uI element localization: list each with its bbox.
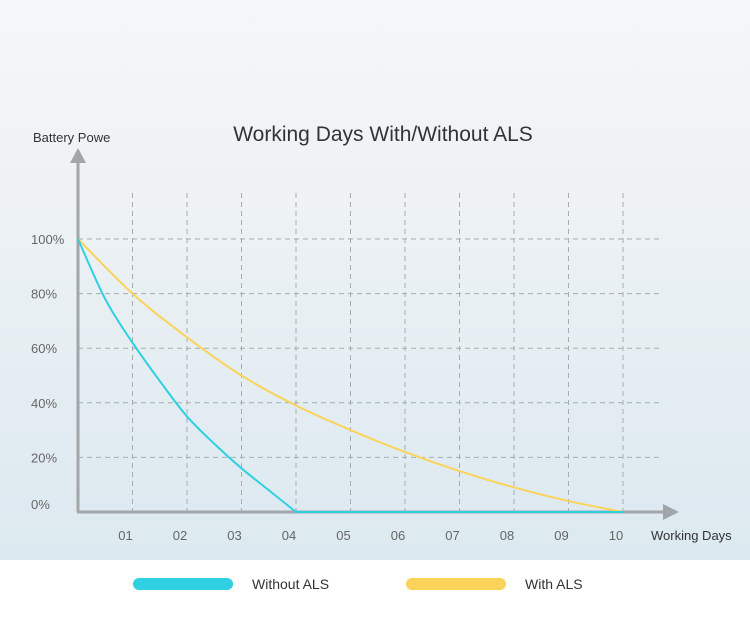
x-tick-label: 05 — [336, 528, 350, 543]
y-tick-label: 0% — [31, 497, 50, 512]
x-tick-label: 09 — [554, 528, 568, 543]
y-tick-label: 60% — [31, 341, 57, 356]
x-axis-arrow — [663, 504, 679, 520]
x-tick-label: 04 — [282, 528, 296, 543]
y-tick-label: 40% — [31, 396, 57, 411]
chart-background — [0, 0, 750, 560]
legend-swatch-without-als — [133, 578, 233, 590]
x-axis-title: Working Days — [651, 528, 732, 543]
x-tick-label: 07 — [445, 528, 459, 543]
chart-title: Working Days With/Without ALS — [233, 123, 533, 146]
legend-label-without-als: Without ALS — [252, 576, 329, 592]
legend-label-with-als: With ALS — [525, 576, 583, 592]
y-axis-title: Battery Powe — [33, 130, 110, 145]
y-tick-label: 100% — [31, 232, 65, 247]
axes — [70, 148, 679, 520]
x-tick-label: 03 — [227, 528, 241, 543]
series-line-with-als — [77, 238, 624, 513]
legend-swatch-with-als — [406, 578, 506, 590]
series-line-without-als — [77, 238, 623, 513]
x-tick-label: 02 — [173, 528, 187, 543]
series-lines — [77, 238, 624, 513]
y-axis-arrow — [70, 148, 86, 163]
x-tick-label: 06 — [391, 528, 405, 543]
x-tick-label: 08 — [500, 528, 514, 543]
grid-lines — [78, 193, 661, 512]
tick-labels: 0% 20% 40% 60% 80% 100% 01 02 03 04 05 06 07 08 09 10 — [31, 232, 623, 543]
y-tick-label: 20% — [31, 450, 57, 465]
x-tick-label: 01 — [118, 528, 132, 543]
legend: Without ALS With ALS — [133, 576, 583, 592]
y-tick-label: 80% — [31, 287, 57, 302]
x-tick-label: 10 — [609, 528, 623, 543]
